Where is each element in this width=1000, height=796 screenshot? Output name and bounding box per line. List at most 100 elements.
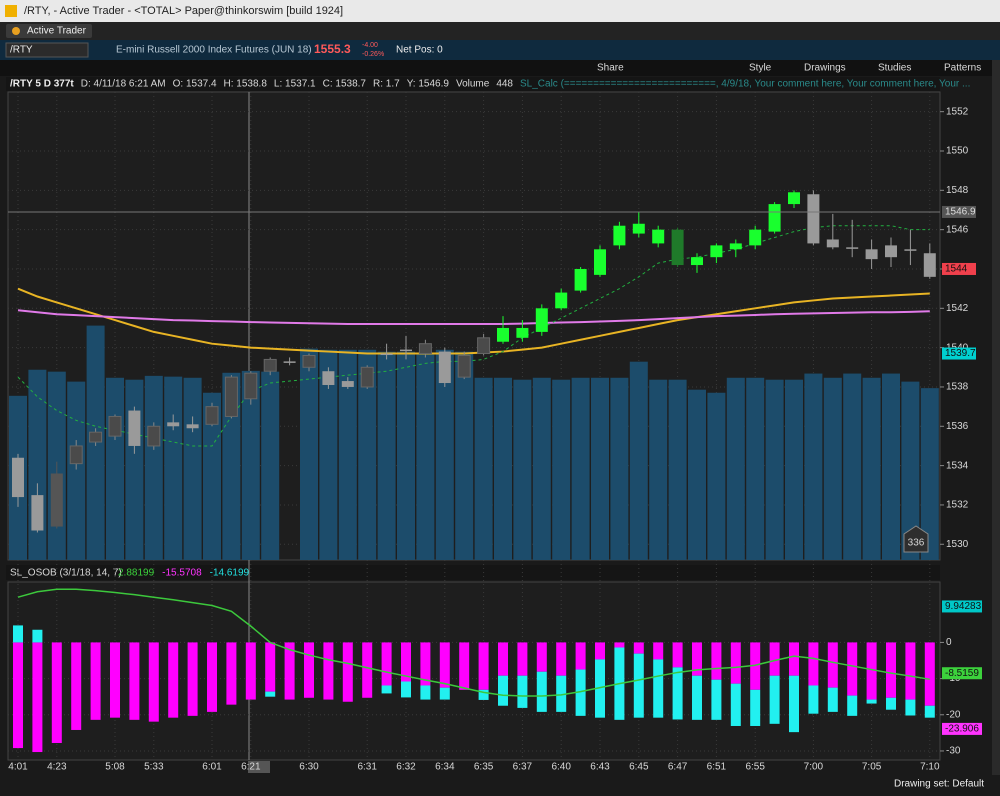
oscillator-bar bbox=[808, 642, 819, 686]
volume-bar bbox=[552, 379, 571, 560]
toolbar-button[interactable]: Drawings bbox=[804, 63, 846, 74]
oscillator-bar bbox=[342, 642, 353, 702]
toolbar-button[interactable]: Style bbox=[749, 63, 772, 74]
candle-body bbox=[574, 268, 587, 291]
volume-bar bbox=[726, 377, 745, 560]
volume-bar bbox=[882, 373, 900, 560]
x-tick-label: 6:35 bbox=[474, 762, 494, 773]
volume-bar bbox=[397, 351, 415, 560]
crosshair-time-bg bbox=[248, 761, 270, 773]
candle-body bbox=[555, 292, 568, 309]
oscillator-bar bbox=[32, 629, 43, 643]
volume-bar bbox=[901, 381, 920, 560]
symbol-box[interactable] bbox=[5, 42, 89, 58]
oscillator-bar bbox=[827, 642, 838, 688]
volume-bar bbox=[67, 381, 86, 560]
candle-body bbox=[768, 204, 781, 232]
oscillator-bar bbox=[886, 697, 896, 710]
toolbar-button[interactable]: Studies bbox=[878, 63, 911, 74]
scrollbar[interactable] bbox=[992, 60, 1000, 775]
candle-body bbox=[302, 354, 316, 368]
oscillator-bar bbox=[886, 642, 896, 698]
oscillator-bar bbox=[265, 642, 276, 692]
oscillator-bar bbox=[653, 659, 664, 718]
volume-bar bbox=[707, 392, 726, 560]
oscillator-bar bbox=[381, 685, 392, 694]
x-tick-label: 4:23 bbox=[47, 762, 67, 773]
oscillator-bar bbox=[595, 642, 605, 660]
oscillator-bar bbox=[847, 642, 858, 696]
price-badge-label: 1546.9 bbox=[945, 207, 976, 218]
oscillator-bar bbox=[168, 642, 179, 718]
oscillator-bar bbox=[827, 687, 838, 712]
oscillator-bar bbox=[51, 642, 62, 743]
candle-body bbox=[283, 361, 296, 363]
candle-body bbox=[671, 229, 684, 266]
candle-body bbox=[224, 376, 238, 417]
x-tick-label: 6:43 bbox=[590, 762, 610, 773]
tab-label[interactable]: Active Trader bbox=[27, 26, 87, 37]
toolbar-button[interactable]: Share bbox=[597, 63, 624, 74]
price-badge-label: 1539.7 bbox=[945, 348, 976, 359]
status-items: /RTY 5 D 377t D: 4/11/18 6:21 AM O: 1537.4… bbox=[10, 79, 970, 90]
status-item: /RTY 5 D 377t bbox=[10, 79, 74, 90]
candle-body bbox=[186, 424, 199, 429]
y-tick-label: 1532 bbox=[946, 500, 969, 511]
volume-bar bbox=[862, 377, 881, 560]
candle-body bbox=[885, 245, 897, 258]
candle-body bbox=[632, 223, 645, 234]
oscillator-bar bbox=[362, 642, 373, 698]
oscillator-name: SL_OSOB (3/1/18, 14, 7) bbox=[10, 568, 122, 579]
overlay-line bbox=[17, 225, 930, 447]
oscillator-bar bbox=[226, 642, 237, 705]
volume-bar bbox=[920, 388, 939, 560]
readout: 2.88199 bbox=[118, 568, 155, 579]
y-tick-label: 1536 bbox=[946, 421, 969, 432]
oscillator-bar bbox=[769, 642, 780, 676]
candle-body bbox=[341, 381, 354, 387]
oscillator-bar bbox=[633, 642, 644, 654]
oscillator-bar bbox=[692, 675, 702, 720]
status-item: SL_Calc (==========================, 4/9… bbox=[520, 79, 970, 90]
status-item: R: 1.7 bbox=[373, 79, 400, 90]
candle-body bbox=[652, 229, 665, 244]
value-badge bbox=[942, 667, 982, 680]
candle-body bbox=[69, 445, 83, 465]
oscillator-bar bbox=[459, 642, 470, 690]
footer bbox=[0, 775, 1000, 796]
toolbar bbox=[0, 60, 1000, 76]
toolbar-button[interactable]: Patterns bbox=[944, 63, 981, 74]
tab[interactable] bbox=[6, 24, 92, 38]
oscillator-bar bbox=[692, 642, 702, 676]
candle-body bbox=[826, 239, 839, 248]
oscillator-bar bbox=[439, 687, 450, 700]
oscillator-bar bbox=[517, 642, 528, 676]
oscillator-bar bbox=[207, 642, 217, 712]
oscillator-bar bbox=[90, 642, 101, 720]
x-tick-label: 6:32 bbox=[396, 762, 416, 773]
volume-bar bbox=[765, 379, 784, 560]
volume-bar bbox=[144, 375, 163, 560]
oscillator-bar bbox=[32, 642, 43, 753]
x-tick-label: 6:01 bbox=[202, 762, 222, 773]
candle-body bbox=[497, 327, 509, 342]
oscillator-bar bbox=[536, 671, 547, 712]
candle-body bbox=[516, 327, 529, 338]
y-tick-label: 1552 bbox=[946, 106, 969, 117]
net-pos: Net Pos: 0 bbox=[396, 45, 443, 56]
oscillator-bar bbox=[653, 642, 664, 660]
volume-bar bbox=[610, 377, 629, 560]
y-tick-label: 0 bbox=[946, 637, 952, 648]
candle-body bbox=[710, 245, 723, 258]
symbol[interactable]: /RTY bbox=[10, 45, 33, 56]
oscillator-bar bbox=[847, 695, 858, 716]
value-badge-label: -8.5159 bbox=[945, 668, 979, 679]
x-tick-label: 6:55 bbox=[745, 762, 765, 773]
value-badge bbox=[942, 722, 982, 735]
price-panel bbox=[7, 91, 941, 561]
candle-body bbox=[400, 349, 412, 352]
overlay-line bbox=[17, 309, 930, 326]
quote-row bbox=[0, 40, 1000, 60]
last-price: 1555.3 bbox=[314, 42, 351, 56]
volume-bar bbox=[319, 349, 338, 560]
